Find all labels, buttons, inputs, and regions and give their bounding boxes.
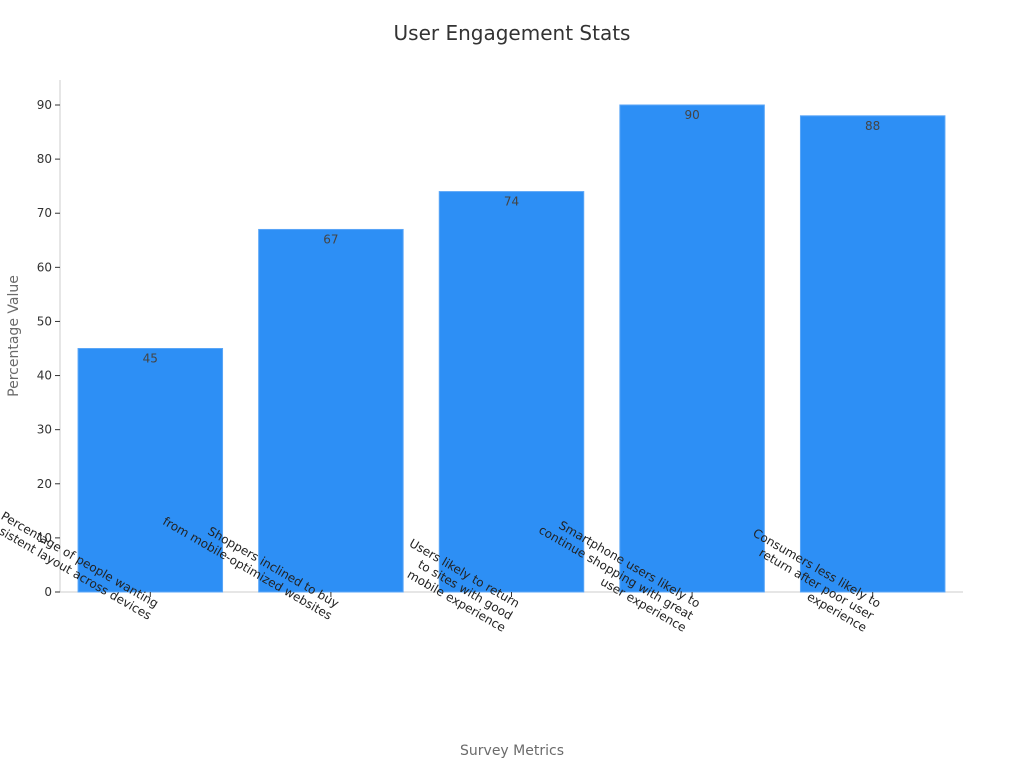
bar	[77, 348, 224, 593]
y-tick-label: 40	[37, 369, 52, 383]
x-axis-title: Survey Metrics	[460, 743, 564, 759]
y-tick-label: 90	[37, 98, 52, 112]
y-tick-label: 10	[37, 531, 52, 545]
y-tick-label: 50	[37, 314, 52, 328]
data-label: 45	[143, 352, 158, 366]
y-tick-label: 30	[37, 423, 52, 437]
y-axis-title: Percentage Value	[6, 275, 22, 397]
y-tick-label: 60	[37, 260, 52, 274]
bar	[619, 104, 765, 593]
y-tick-label: 20	[37, 477, 52, 491]
data-label: 67	[323, 232, 338, 246]
chart-title: User Engagement Stats	[394, 21, 631, 45]
data-label: 88	[865, 119, 880, 133]
data-label: 74	[504, 195, 519, 209]
bar	[438, 191, 585, 593]
y-tick-label: 70	[37, 206, 52, 220]
y-tick-label: 80	[37, 152, 52, 166]
bar	[799, 115, 946, 593]
data-label: 90	[684, 108, 699, 122]
y-tick-label: 0	[44, 585, 52, 599]
bar	[258, 228, 404, 593]
